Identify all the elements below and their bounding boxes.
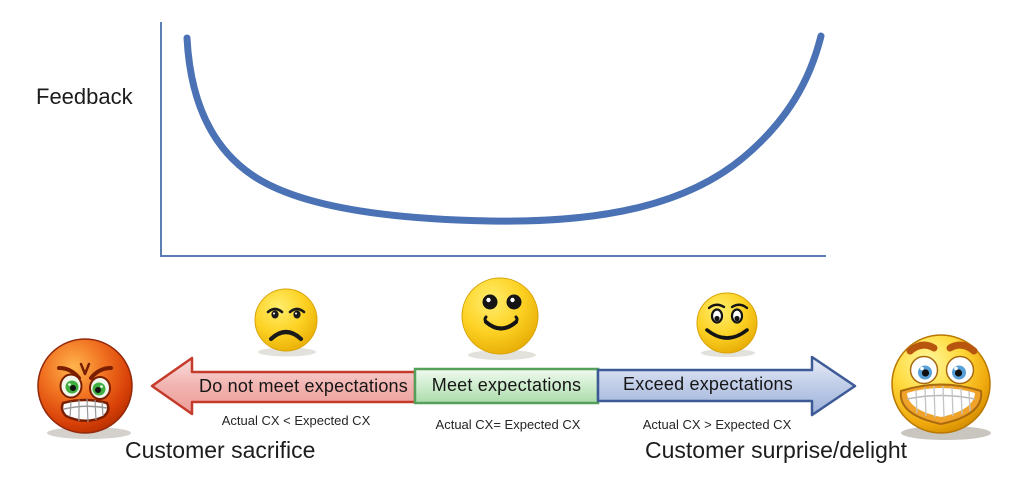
happy-face-icon bbox=[461, 277, 539, 360]
sad-face-icon bbox=[254, 288, 318, 357]
y-axis-label: Feedback bbox=[36, 84, 133, 109]
segment-sublabel-exceed: Actual CX > Expected CX bbox=[642, 417, 792, 432]
footer-label-customer-surprise-delight: Customer surprise/delight bbox=[645, 437, 908, 463]
segment-label-do-not-meet: Do not meet expectations bbox=[199, 376, 408, 396]
exceed-expectations-arrow-shape bbox=[596, 355, 857, 417]
segment-label-meet: Meet expectations bbox=[431, 375, 582, 395]
segment-sublabel-meet: Actual CX= Expected CX bbox=[435, 417, 581, 432]
chart-axes bbox=[160, 22, 826, 257]
segment-sublabel-do-not-meet: Actual CX < Expected CX bbox=[221, 413, 371, 428]
expectation-arrow-bar bbox=[150, 355, 857, 417]
grinning-face-icon bbox=[891, 334, 991, 440]
u-shaped-feedback-curve bbox=[183, 32, 825, 225]
content-face-icon bbox=[696, 292, 758, 357]
angry-face-icon bbox=[37, 338, 133, 439]
feedback-curve-chart bbox=[160, 22, 826, 257]
segment-label-exceed: Exceed expectations bbox=[623, 374, 793, 394]
footer-label-customer-sacrifice: Customer sacrifice bbox=[125, 437, 316, 463]
